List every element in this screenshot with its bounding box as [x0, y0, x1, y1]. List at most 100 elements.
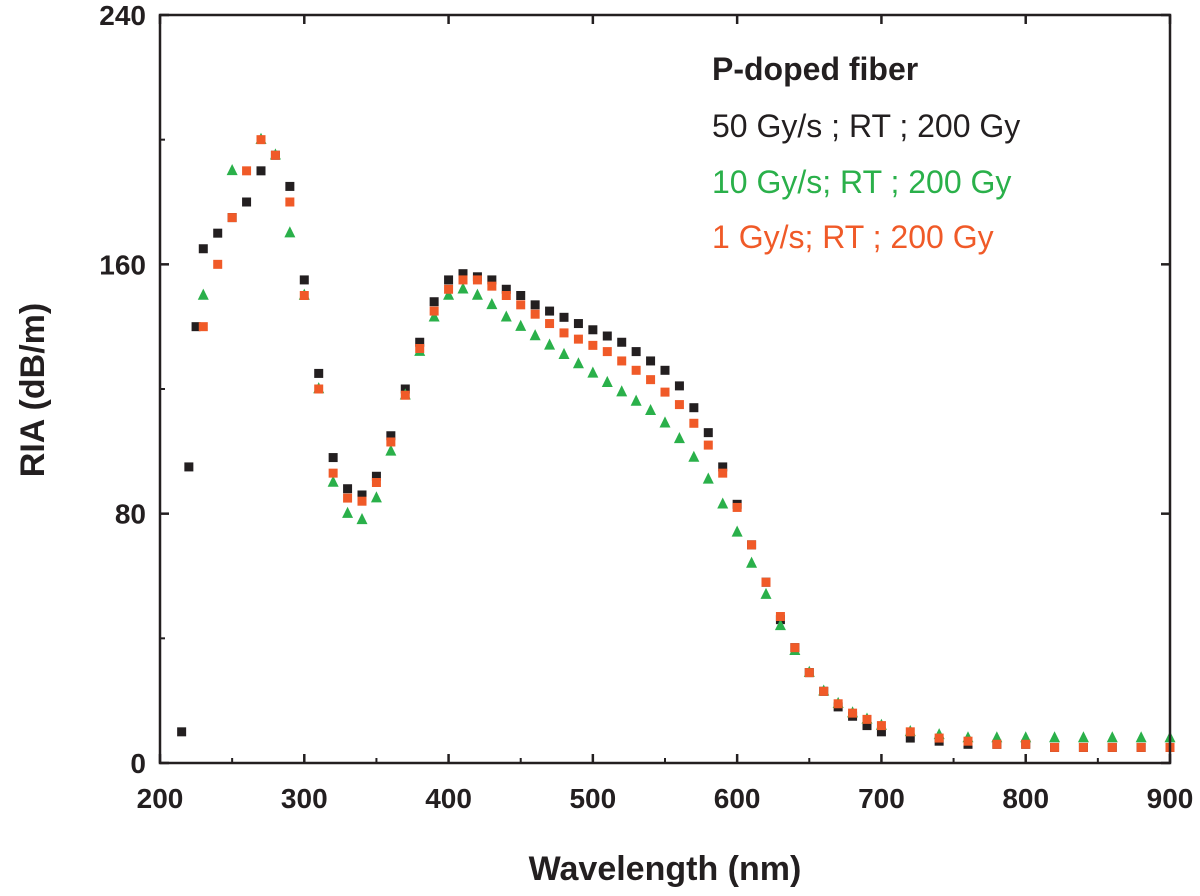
legend-entry-1gy: 1 Gy/s; RT ; 200 Gy [712, 219, 994, 255]
data-point [1021, 739, 1031, 749]
data-point [848, 708, 858, 718]
data-point [371, 471, 381, 481]
data-point [702, 472, 714, 484]
series-1 [197, 132, 1176, 743]
data-point [703, 428, 713, 438]
data-point [703, 440, 713, 450]
data-point [1135, 731, 1147, 743]
data-point [963, 736, 973, 746]
data-point [501, 291, 511, 300]
data-point [444, 284, 454, 294]
data-point [530, 309, 540, 319]
data-point [905, 727, 915, 737]
data-point [472, 275, 482, 285]
data-point [588, 325, 598, 335]
data-point [458, 269, 468, 279]
data-point [573, 334, 583, 344]
x-tick-label: 600 [714, 783, 761, 814]
data-point [559, 328, 569, 338]
data-point [631, 365, 641, 375]
data-point [213, 228, 223, 238]
data-point [991, 731, 1003, 743]
data-point [357, 496, 367, 506]
data-point [1020, 731, 1032, 743]
data-point [299, 275, 309, 285]
series-2 [198, 135, 1175, 752]
data-point [1077, 731, 1089, 743]
data-point [342, 506, 354, 518]
x-tick-label: 500 [569, 783, 616, 814]
y-tick-label: 240 [99, 0, 146, 31]
data-point [587, 366, 599, 378]
data-point [660, 387, 670, 397]
x-tick-label: 800 [1002, 783, 1049, 814]
axis-ticks [158, 13, 1172, 765]
data-point [1078, 742, 1088, 752]
data-point [458, 275, 468, 285]
data-point [386, 431, 396, 441]
data-point [718, 462, 728, 472]
data-point [400, 390, 410, 400]
data-point [500, 310, 512, 322]
data-point [588, 340, 598, 350]
data-point [630, 394, 642, 406]
data-point [285, 181, 295, 191]
data-point [718, 468, 728, 478]
data-point [457, 282, 469, 294]
data-point [443, 288, 455, 300]
data-point [284, 226, 296, 238]
data-point [616, 385, 628, 397]
data-point [328, 453, 338, 463]
data-point [646, 356, 656, 366]
data-point [689, 418, 699, 428]
data-point [198, 244, 208, 254]
data-point [516, 291, 526, 300]
data-point [343, 493, 353, 503]
data-point [227, 213, 237, 223]
data-point [674, 381, 684, 391]
data-point [471, 288, 483, 300]
data-point [545, 319, 555, 329]
data-point [487, 281, 497, 291]
data-point [775, 612, 785, 622]
data-point [285, 197, 295, 207]
data-point [747, 540, 757, 550]
data-point [343, 484, 353, 494]
legend-entry-50gy: 50 Gy/s ; RT ; 200 Gy [712, 108, 1020, 144]
data-point [689, 403, 699, 413]
data-point [602, 331, 612, 341]
data-point [876, 721, 886, 731]
data-point [602, 347, 612, 357]
data-point [1136, 742, 1146, 752]
y-axis-title: RIA (dB/m) [14, 303, 52, 477]
data-point [328, 468, 338, 478]
data-point [876, 727, 886, 737]
data-point [1050, 742, 1060, 752]
data-point [746, 556, 758, 568]
data-point [819, 686, 829, 696]
data-point [688, 450, 700, 462]
data-point [314, 368, 324, 378]
data-point [515, 319, 527, 331]
data-point [731, 525, 743, 537]
data-point [314, 384, 324, 394]
data-point [544, 338, 556, 350]
legend-entry-10gy: 10 Gy/s; RT ; 200 Gy [712, 164, 1011, 200]
data-point [270, 150, 280, 160]
data-point [1049, 731, 1061, 743]
data-point [256, 166, 266, 176]
data-point [673, 431, 685, 444]
data-point [732, 502, 742, 512]
data-point [992, 739, 1002, 749]
data-point [226, 163, 238, 176]
data-point [197, 288, 209, 300]
x-tick-label: 400 [425, 783, 472, 814]
data-point [242, 197, 252, 207]
data-point [934, 733, 944, 743]
data-point [717, 497, 729, 509]
data-point [356, 513, 368, 525]
data-point [601, 375, 613, 387]
data-point [177, 727, 187, 737]
data-point [486, 297, 498, 310]
